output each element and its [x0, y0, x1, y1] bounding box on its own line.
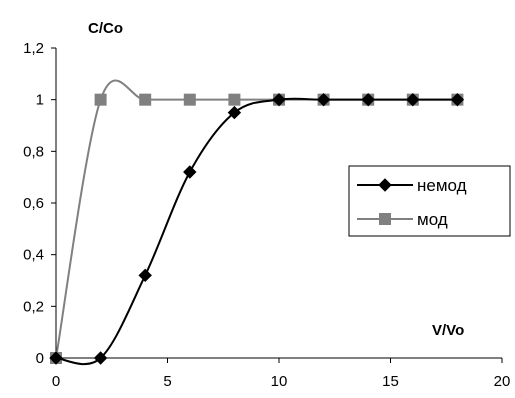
legend-label: немод: [417, 176, 467, 195]
data-point: [94, 93, 107, 106]
x-tick-label: 20: [494, 373, 511, 390]
data-point: [228, 93, 241, 106]
y-tick-label: 0,6: [23, 195, 44, 212]
x-tick-label: 15: [382, 373, 399, 390]
y-tick-label: 1,2: [23, 40, 44, 57]
data-point: [227, 105, 242, 120]
legend-marker: [378, 178, 392, 192]
series-nemod: [49, 92, 465, 366]
legend-entry: мод: [357, 210, 448, 229]
y-tick-label: 0,2: [23, 298, 44, 315]
data-point: [49, 351, 63, 365]
x-tick-label: 10: [271, 373, 288, 390]
data-point: [450, 92, 465, 107]
data-point: [183, 93, 196, 106]
data-point: [361, 92, 375, 107]
data-point: [183, 165, 197, 179]
y-tick-label: 0,4: [23, 247, 44, 264]
y-tick-label: 1: [36, 92, 44, 109]
legend-marker: [379, 213, 391, 225]
data-point: [272, 92, 286, 107]
y-tick-label: 0,8: [23, 143, 44, 160]
series-line: [55, 97, 458, 366]
data-point: [316, 92, 331, 107]
data-point: [93, 351, 108, 365]
y-axis-title: C/Co: [88, 20, 123, 37]
legend-label: мод: [417, 210, 448, 229]
legend-entry: немод: [357, 176, 467, 195]
data-point: [139, 93, 152, 106]
legend: немод мод: [348, 165, 511, 237]
data-point: [406, 92, 420, 107]
axes: 0 0,2 0,4 0,6 0,8 1 1,2 0 5 10 15 20: [23, 40, 510, 390]
y-tick-label: 0: [36, 350, 44, 367]
x-axis-title: V/Vo: [432, 322, 464, 339]
x-tick-label: 0: [52, 373, 60, 390]
legend-box: [348, 165, 511, 237]
series-layer: [49, 79, 465, 366]
x-tick-label: 5: [163, 373, 171, 390]
data-point: [138, 268, 152, 283]
